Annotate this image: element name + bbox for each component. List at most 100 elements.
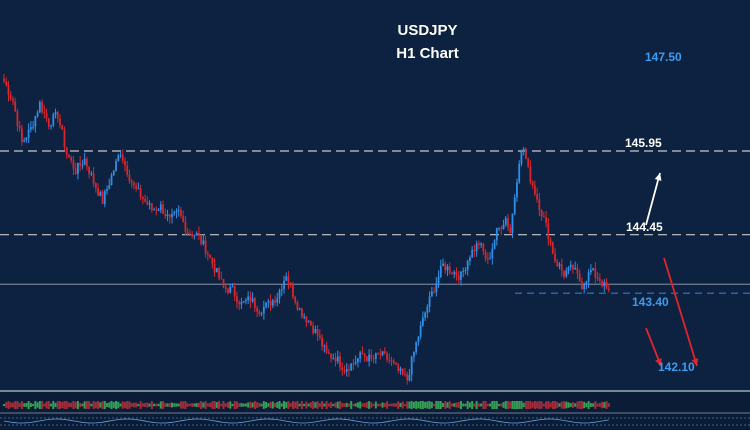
candle <box>171 208 173 224</box>
candle <box>318 329 321 341</box>
candle <box>386 351 388 363</box>
candle <box>435 277 438 297</box>
candle <box>444 261 447 275</box>
candle <box>594 262 597 284</box>
candle <box>180 207 182 219</box>
candle <box>325 341 328 355</box>
candle <box>267 298 270 308</box>
chart-subtitle: H1 Chart <box>396 45 459 62</box>
candle <box>558 262 561 270</box>
candle <box>103 189 106 208</box>
candle <box>592 267 595 271</box>
candle <box>21 124 23 146</box>
candle <box>365 355 368 362</box>
level-label: 145.95 <box>625 136 662 151</box>
candle <box>3 73 5 84</box>
level-label: 144.45 <box>626 219 663 234</box>
candle <box>556 258 559 268</box>
candle <box>522 146 525 156</box>
candle <box>565 267 568 279</box>
candle <box>74 162 77 175</box>
candle <box>88 166 91 179</box>
candle <box>186 227 189 236</box>
candle <box>150 202 153 213</box>
candle <box>574 261 577 270</box>
candle <box>292 281 294 300</box>
candle <box>383 347 386 355</box>
candle <box>451 271 453 275</box>
candle <box>428 291 431 313</box>
candle <box>399 366 402 375</box>
candle <box>128 169 131 184</box>
candle <box>206 250 209 261</box>
candle <box>525 147 527 160</box>
candle <box>77 162 79 180</box>
candle <box>271 298 274 309</box>
candle <box>343 365 346 375</box>
candle <box>16 108 19 132</box>
candle <box>251 292 254 304</box>
candle <box>453 270 456 279</box>
candle <box>238 300 241 311</box>
candles <box>3 73 610 385</box>
candle <box>144 194 147 203</box>
candle <box>563 270 565 280</box>
candle <box>359 350 362 363</box>
candle <box>27 123 30 143</box>
candle <box>404 367 406 377</box>
candle <box>455 267 458 281</box>
candle <box>218 266 220 281</box>
candle <box>224 282 227 293</box>
candle <box>484 249 487 262</box>
candle <box>209 254 211 259</box>
candle <box>168 214 171 224</box>
candle <box>439 259 442 279</box>
candle <box>25 136 28 143</box>
candle <box>298 307 301 311</box>
candle <box>52 112 55 128</box>
candle <box>204 235 207 258</box>
candle <box>56 110 59 123</box>
candle <box>361 346 364 355</box>
candle <box>135 182 138 192</box>
candle <box>97 183 99 196</box>
candle <box>475 240 478 257</box>
candle <box>589 264 592 276</box>
candle <box>507 213 509 232</box>
candle <box>419 321 422 340</box>
candle <box>549 237 552 247</box>
candle <box>480 242 483 248</box>
candle <box>229 283 232 294</box>
candle <box>117 153 120 162</box>
candle <box>157 207 160 212</box>
candle <box>34 115 37 133</box>
candle <box>540 209 543 221</box>
candle <box>278 288 281 304</box>
candle <box>516 178 518 202</box>
candle <box>189 229 191 235</box>
candle <box>164 208 167 219</box>
candle <box>370 349 373 362</box>
candle <box>245 297 247 305</box>
candle <box>177 205 180 217</box>
candle <box>32 120 35 131</box>
candle <box>323 344 326 353</box>
candle <box>280 284 283 297</box>
candle <box>289 281 292 288</box>
candle <box>381 351 384 357</box>
candle <box>262 300 265 320</box>
candle <box>332 353 335 360</box>
candle <box>81 159 84 170</box>
candle <box>482 242 485 256</box>
candle <box>415 341 418 355</box>
candle <box>477 240 480 250</box>
candle <box>99 190 102 197</box>
candle <box>388 353 391 364</box>
candle <box>551 241 554 255</box>
candle <box>368 349 371 367</box>
candle <box>567 266 570 275</box>
candle <box>200 234 203 246</box>
candle <box>182 210 185 223</box>
candle <box>47 118 50 130</box>
candle <box>583 282 586 294</box>
